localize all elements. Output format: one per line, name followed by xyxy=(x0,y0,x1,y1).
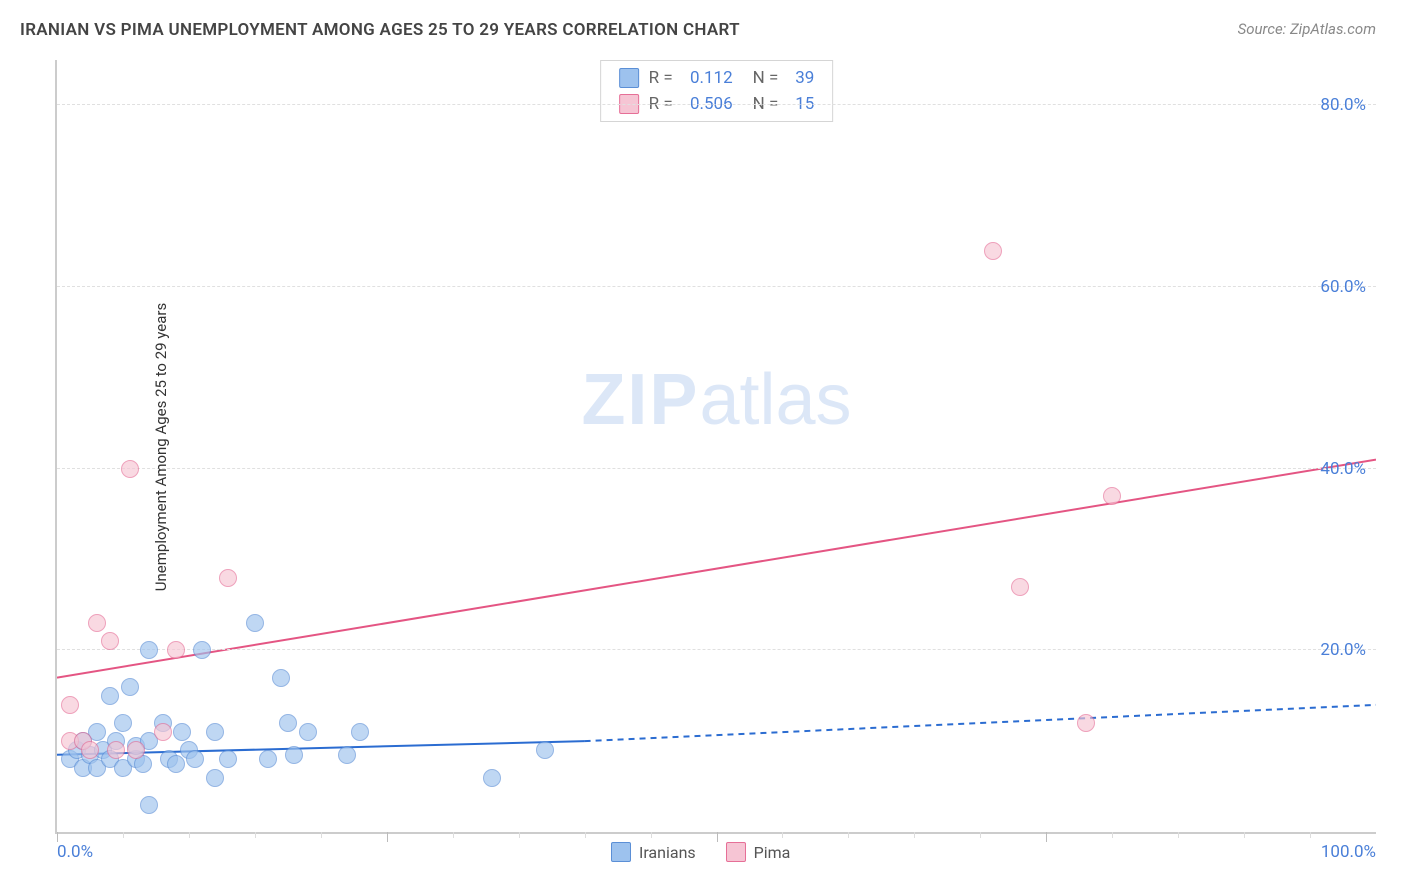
x-tick-major xyxy=(57,832,58,842)
gridline xyxy=(57,468,1376,469)
data-point xyxy=(219,750,237,768)
data-point xyxy=(186,750,204,768)
data-point xyxy=(121,460,139,478)
trend-lines xyxy=(57,60,1376,832)
x-tick-minor xyxy=(914,832,915,838)
x-tick-minor xyxy=(585,832,586,838)
data-point xyxy=(536,741,554,759)
data-point xyxy=(121,678,139,696)
x-tick-minor xyxy=(321,832,322,838)
data-point xyxy=(272,669,290,687)
y-tick-label: 60.0% xyxy=(1320,277,1366,297)
data-point xyxy=(61,696,79,714)
data-point xyxy=(154,723,172,741)
data-point xyxy=(1077,714,1095,732)
x-tick-minor xyxy=(1178,832,1179,838)
data-point xyxy=(81,741,99,759)
data-point xyxy=(88,614,106,632)
data-point xyxy=(984,242,1002,260)
data-point xyxy=(1011,578,1029,596)
data-point xyxy=(279,714,297,732)
legend-label: Pima xyxy=(754,843,791,862)
y-axis-title: Unemployment Among Ages 25 to 29 years xyxy=(152,303,170,591)
x-tick-minor xyxy=(189,832,190,838)
plot-region: ZIPatlas R =0.112N =39R =0.506N =15 0.0%… xyxy=(55,60,1376,834)
x-tick-minor xyxy=(848,832,849,838)
data-point xyxy=(206,769,224,787)
x-tick-minor xyxy=(1310,832,1311,838)
data-point xyxy=(351,723,369,741)
n-label: N = xyxy=(753,68,779,88)
watermark: ZIPatlas xyxy=(581,359,851,441)
data-point xyxy=(338,746,356,764)
x-tick-minor xyxy=(453,832,454,838)
legend-item: Iranians xyxy=(611,842,696,862)
r-value: 0.112 xyxy=(679,68,733,88)
data-point xyxy=(167,755,185,773)
x-tick-minor xyxy=(519,832,520,838)
legend-item: Pima xyxy=(726,842,791,862)
r-label: R = xyxy=(649,68,673,88)
data-point xyxy=(114,714,132,732)
data-point xyxy=(259,750,277,768)
x-tick-minor xyxy=(782,832,783,838)
data-point xyxy=(101,687,119,705)
data-point xyxy=(193,641,211,659)
chart-title: IRANIAN VS PIMA UNEMPLOYMENT AMONG AGES … xyxy=(20,20,740,40)
x-tick-minor xyxy=(123,832,124,838)
x-axis-min-label: 0.0% xyxy=(57,842,93,862)
legend-swatch xyxy=(619,68,639,88)
y-tick-label: 20.0% xyxy=(1320,640,1366,660)
data-point xyxy=(219,569,237,587)
data-point xyxy=(246,614,264,632)
source-attribution: Source: ZipAtlas.com xyxy=(1238,20,1376,38)
data-point xyxy=(173,723,191,741)
series-legend: Iranians Pima xyxy=(611,842,790,862)
data-point xyxy=(140,796,158,814)
n-value: 39 xyxy=(784,68,814,88)
x-tick-major xyxy=(717,832,718,842)
data-point xyxy=(1103,487,1121,505)
legend-row: R = 0.112 N =39 xyxy=(619,65,815,91)
legend-swatch xyxy=(611,842,631,862)
x-axis-max-label: 100.0% xyxy=(1321,842,1376,862)
y-tick-label: 80.0% xyxy=(1320,95,1366,115)
y-tick-label: 40.0% xyxy=(1320,459,1366,479)
data-point xyxy=(140,641,158,659)
x-tick-minor xyxy=(1244,832,1245,838)
gridline xyxy=(57,104,1376,105)
x-tick-major xyxy=(1046,832,1047,842)
data-point xyxy=(107,741,125,759)
legend-swatch xyxy=(726,842,746,862)
data-point xyxy=(483,769,501,787)
chart-area: ZIPatlas R =0.112N =39R =0.506N =15 0.0%… xyxy=(55,60,1376,834)
correlation-legend: R =0.112N =39R =0.506N =15 xyxy=(600,60,834,122)
x-tick-minor xyxy=(980,832,981,838)
data-point xyxy=(285,746,303,764)
legend-label: Iranians xyxy=(639,843,696,862)
x-tick-minor xyxy=(1112,832,1113,838)
data-point xyxy=(127,741,145,759)
x-tick-minor xyxy=(255,832,256,838)
gridline xyxy=(57,286,1376,287)
x-tick-major xyxy=(387,832,388,842)
data-point xyxy=(167,641,185,659)
data-point xyxy=(206,723,224,741)
data-point xyxy=(299,723,317,741)
x-tick-minor xyxy=(651,832,652,838)
data-point xyxy=(101,632,119,650)
gridline xyxy=(57,649,1376,650)
